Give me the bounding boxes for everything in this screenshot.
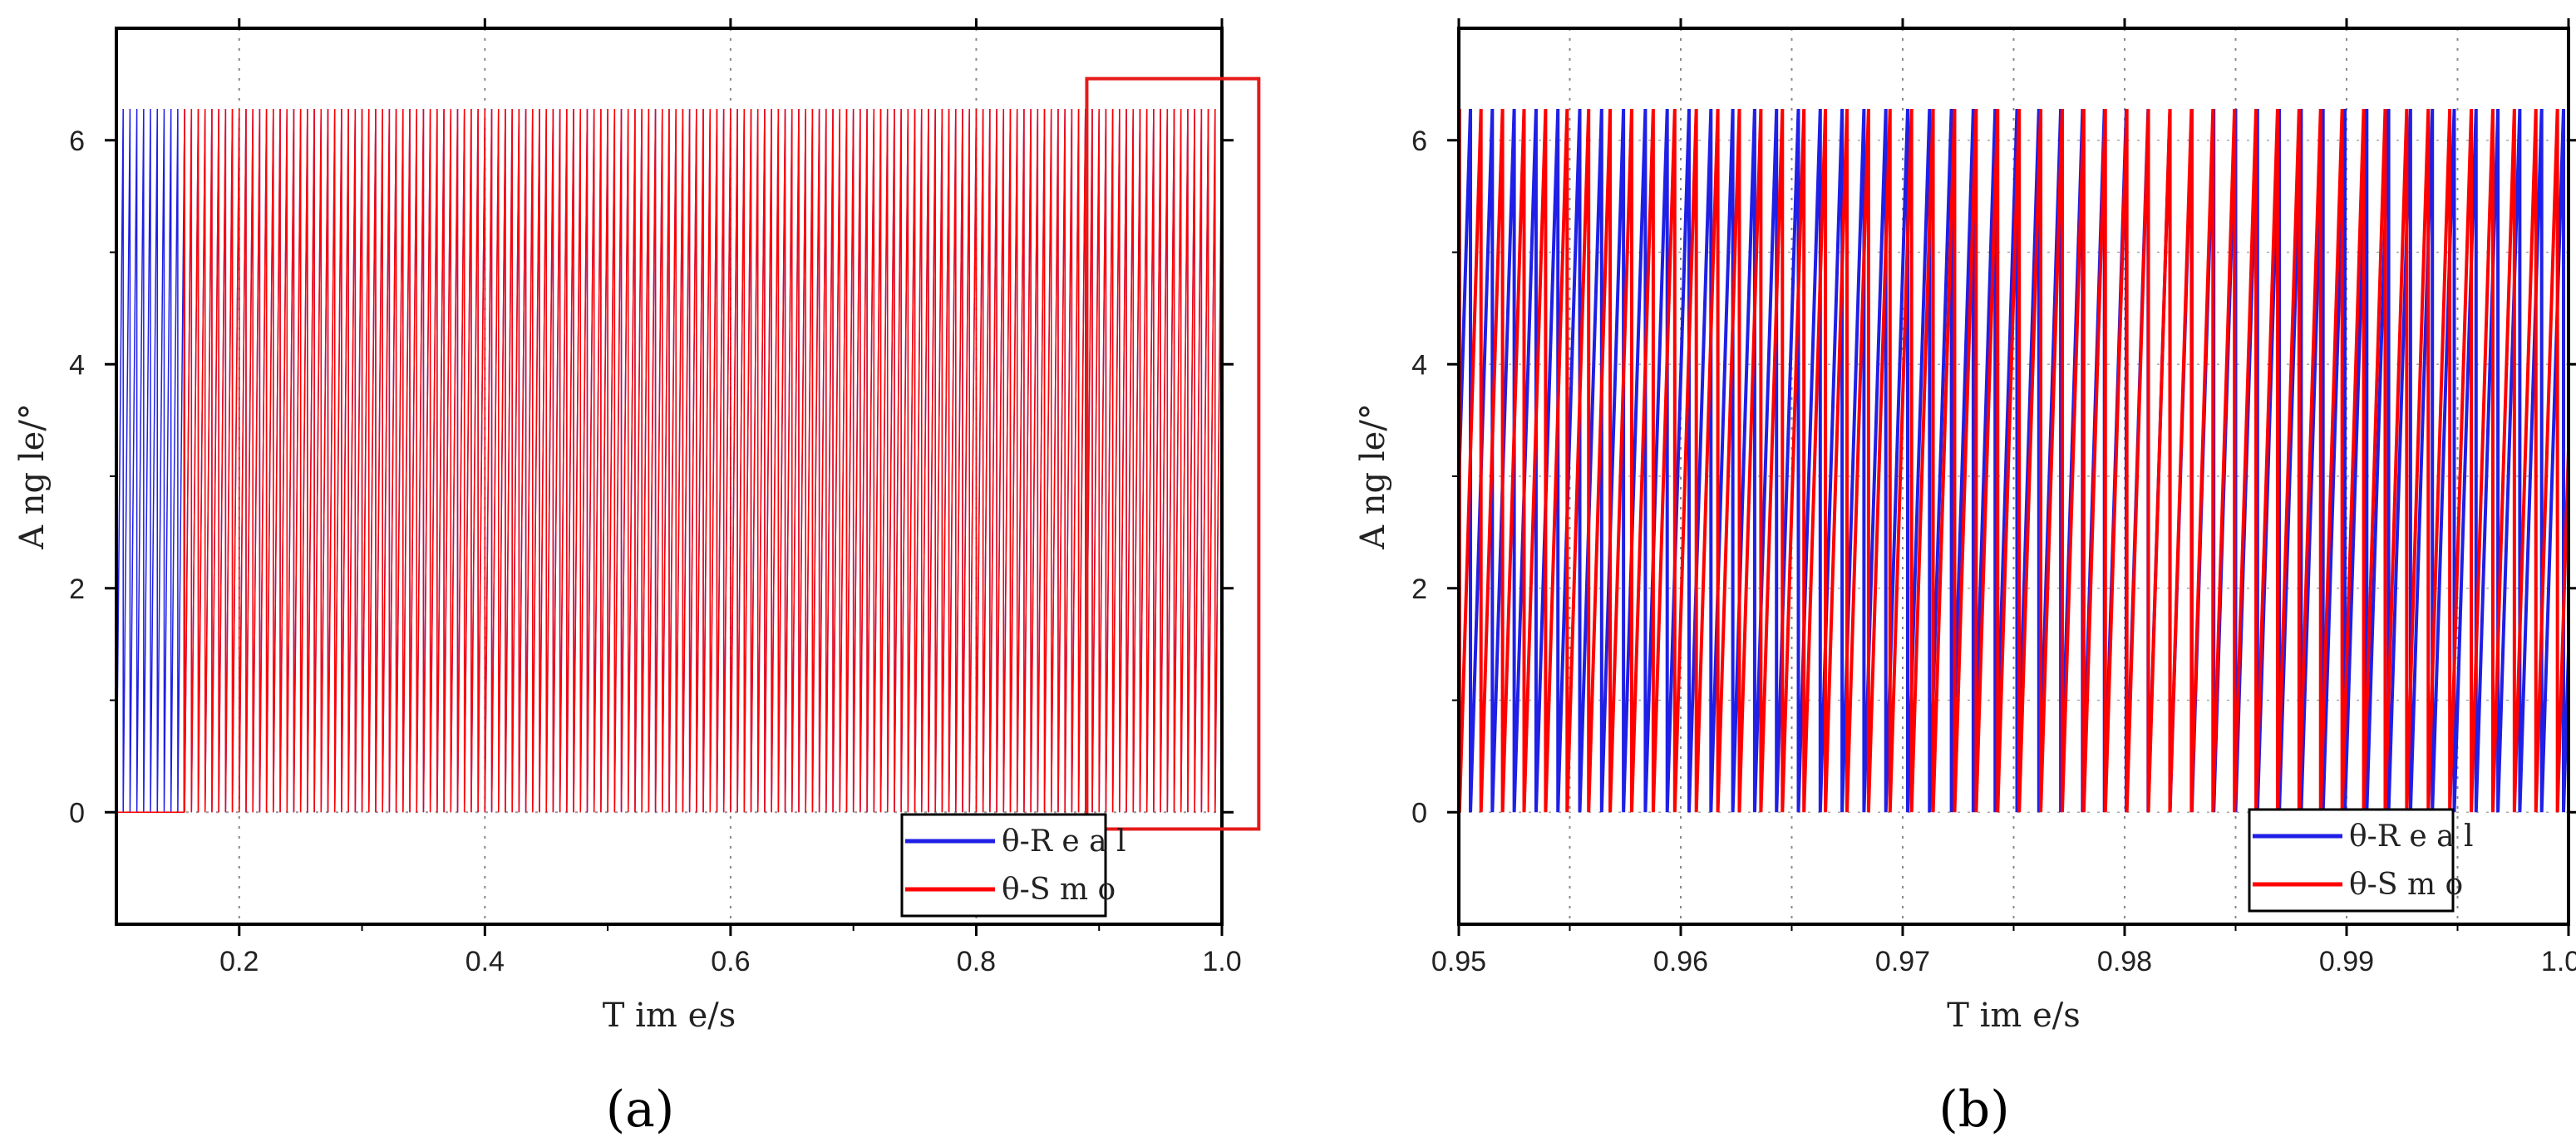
legend-box: [900, 813, 1107, 918]
legend-label-smo: θ-S m o: [2349, 868, 2463, 902]
y-tick-label: 0: [1411, 797, 1427, 829]
zoom-highlight-box: [1085, 76, 1261, 831]
y-tick-label: 6: [1411, 126, 1427, 157]
chart-panel-a: 0.2 0.4 0.6 0.8 1.0 0 2 4 6 T im e/s A ng le/° θ…: [13, 18, 1261, 1137]
y-tick-label: 0: [69, 797, 85, 829]
y-axis-title: A ng le/°: [13, 403, 52, 550]
x-tick-label: 0.98: [2097, 946, 2152, 977]
axis-ticks: 0.2 0.4 0.6 0.8 1.0 0 2 4 6: [69, 18, 1242, 977]
legend-label-real: θ-R e a l: [1002, 824, 1126, 859]
legend: θ-R e a l θ-S m o: [900, 813, 1126, 918]
y-tick-label: 2: [1411, 573, 1427, 605]
x-axis-title: T im e/s: [603, 997, 736, 1035]
x-tick-label: 1.00: [2541, 946, 2576, 977]
x-tick-label: 0.95: [1431, 946, 1486, 977]
y-tick-label: 2: [69, 573, 85, 605]
legend-label-smo: θ-S m o: [1002, 873, 1116, 907]
panel-label-b: (b): [1938, 1080, 2009, 1137]
x-tick-label: 0.2: [219, 946, 259, 977]
x-tick-label: 0.99: [2319, 946, 2374, 977]
x-tick-label: 0.97: [1875, 946, 1930, 977]
legend-box: [2248, 808, 2455, 913]
series-smo-line: [116, 109, 1223, 813]
x-tick-label: 1.0: [1202, 946, 1241, 977]
y-tick-label: 4: [1411, 349, 1427, 381]
y-tick-label: 4: [69, 349, 85, 381]
chart-panel-b: 0.95 0.96 0.97 0.98 0.99 1.00 0 2 4 6 T im e/s A …: [1354, 18, 2576, 1137]
x-tick-label: 0.6: [711, 946, 750, 977]
series-smo-path: [116, 109, 1223, 813]
axis-ticks: 0.95 0.96 0.97 0.98 0.99 1.00 0 2 4 6: [1411, 18, 2576, 977]
series-smo-path: [1457, 108, 2570, 813]
x-axis-title: T im e/s: [1947, 997, 2081, 1035]
y-axis-title: A ng le/°: [1354, 403, 1392, 550]
y-tick-label: 6: [69, 126, 85, 157]
legend: θ-R e a l θ-S m o: [2248, 808, 2474, 913]
x-tick-label: 0.4: [465, 946, 505, 977]
x-tick-label: 0.96: [1653, 946, 1708, 977]
series-smo-line: [1457, 108, 2570, 813]
x-tick-label: 0.8: [957, 946, 996, 977]
legend-label-real: θ-R e a l: [2349, 820, 2474, 854]
panel-label-a: (a): [606, 1080, 675, 1137]
